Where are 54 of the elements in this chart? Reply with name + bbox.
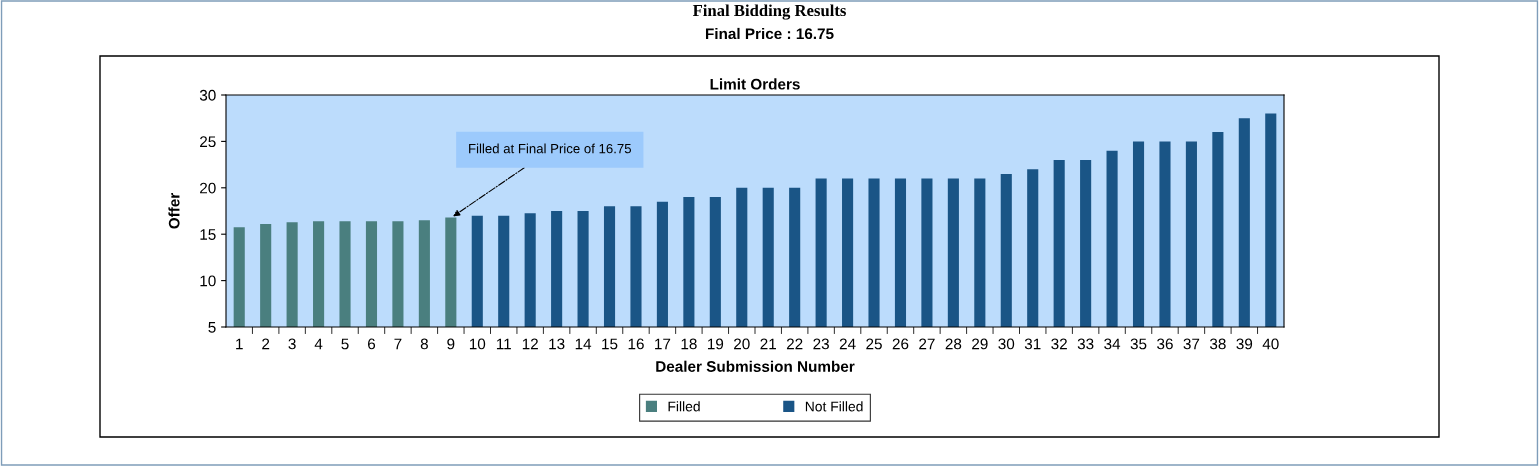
x-tick-label: 2 [262, 338, 270, 350]
y-tick-label: 15 [200, 229, 216, 240]
y-axis-title: Offer [168, 192, 180, 229]
x-tick-label: 6 [368, 338, 376, 350]
x-tick-label: 1 [236, 338, 243, 350]
x-tick-label: 22 [786, 338, 803, 350]
x-tick-label: 12 [522, 338, 538, 350]
x-tick-label: 34 [1104, 338, 1121, 350]
legend-label: Filled [668, 401, 700, 412]
x-tick-label: 3 [288, 338, 296, 350]
text: Final Price : 16.75 [705, 27, 834, 40]
x-tick-label: 24 [839, 338, 856, 350]
x-tick-label: 29 [972, 338, 988, 350]
x-tick-label: 10 [469, 338, 486, 350]
x-tick-label: 25 [866, 338, 882, 350]
legend-label: Not Filled [805, 401, 863, 412]
x-tick-label: 8 [420, 338, 428, 350]
x-axis-title: Dealer Submission Number [656, 360, 855, 372]
x-tick-label: 14 [575, 338, 592, 350]
x-tick-label: 15 [602, 338, 618, 350]
x-tick-label: 31 [1024, 338, 1041, 350]
x-tick-label: 32 [1051, 338, 1067, 350]
x-tick-label: 37 [1183, 338, 1200, 350]
chart-title: Limit Orders [710, 78, 800, 90]
x-tick-label: 35 [1130, 338, 1147, 350]
x-tick-label: 27 [919, 338, 935, 350]
x-tick-label: 4 [314, 338, 323, 350]
x-tick-label: 20 [734, 338, 750, 350]
x-tick-label: 16 [628, 338, 644, 350]
x-tick-label: 19 [707, 338, 724, 350]
x-tick-label: 33 [1077, 338, 1094, 350]
x-tick-label: 21 [760, 338, 776, 350]
x-tick-label: 7 [394, 338, 402, 350]
y-tick-label: 20 [200, 182, 216, 194]
x-tick-label: 13 [549, 338, 565, 350]
x-tick-label: 11 [496, 338, 511, 350]
y-tick-label: 30 [199, 89, 216, 101]
x-tick-label: 38 [1209, 338, 1226, 350]
x-tick-label: 18 [681, 338, 697, 350]
x-tick-label: 36 [1157, 338, 1173, 350]
y-tick-label: 25 [200, 136, 216, 148]
x-tick-label: 40 [1262, 338, 1279, 350]
y-tick-label: 10 [200, 275, 216, 287]
annotation: Filled at Final Price of 16.75 [469, 143, 632, 154]
x-tick-label: 26 [892, 338, 909, 350]
y-tick-label: 5 [208, 322, 216, 333]
x-tick-label: 39 [1236, 338, 1253, 350]
x-tick-label: 5 [341, 338, 349, 350]
x-tick-label: 30 [998, 338, 1015, 350]
x-tick-label: 23 [813, 338, 829, 350]
x-tick-label: 9 [447, 338, 455, 350]
text: Final Bidding Results [692, 4, 846, 20]
x-tick-label: 17 [655, 338, 671, 350]
x-tick-label: 28 [945, 338, 962, 350]
